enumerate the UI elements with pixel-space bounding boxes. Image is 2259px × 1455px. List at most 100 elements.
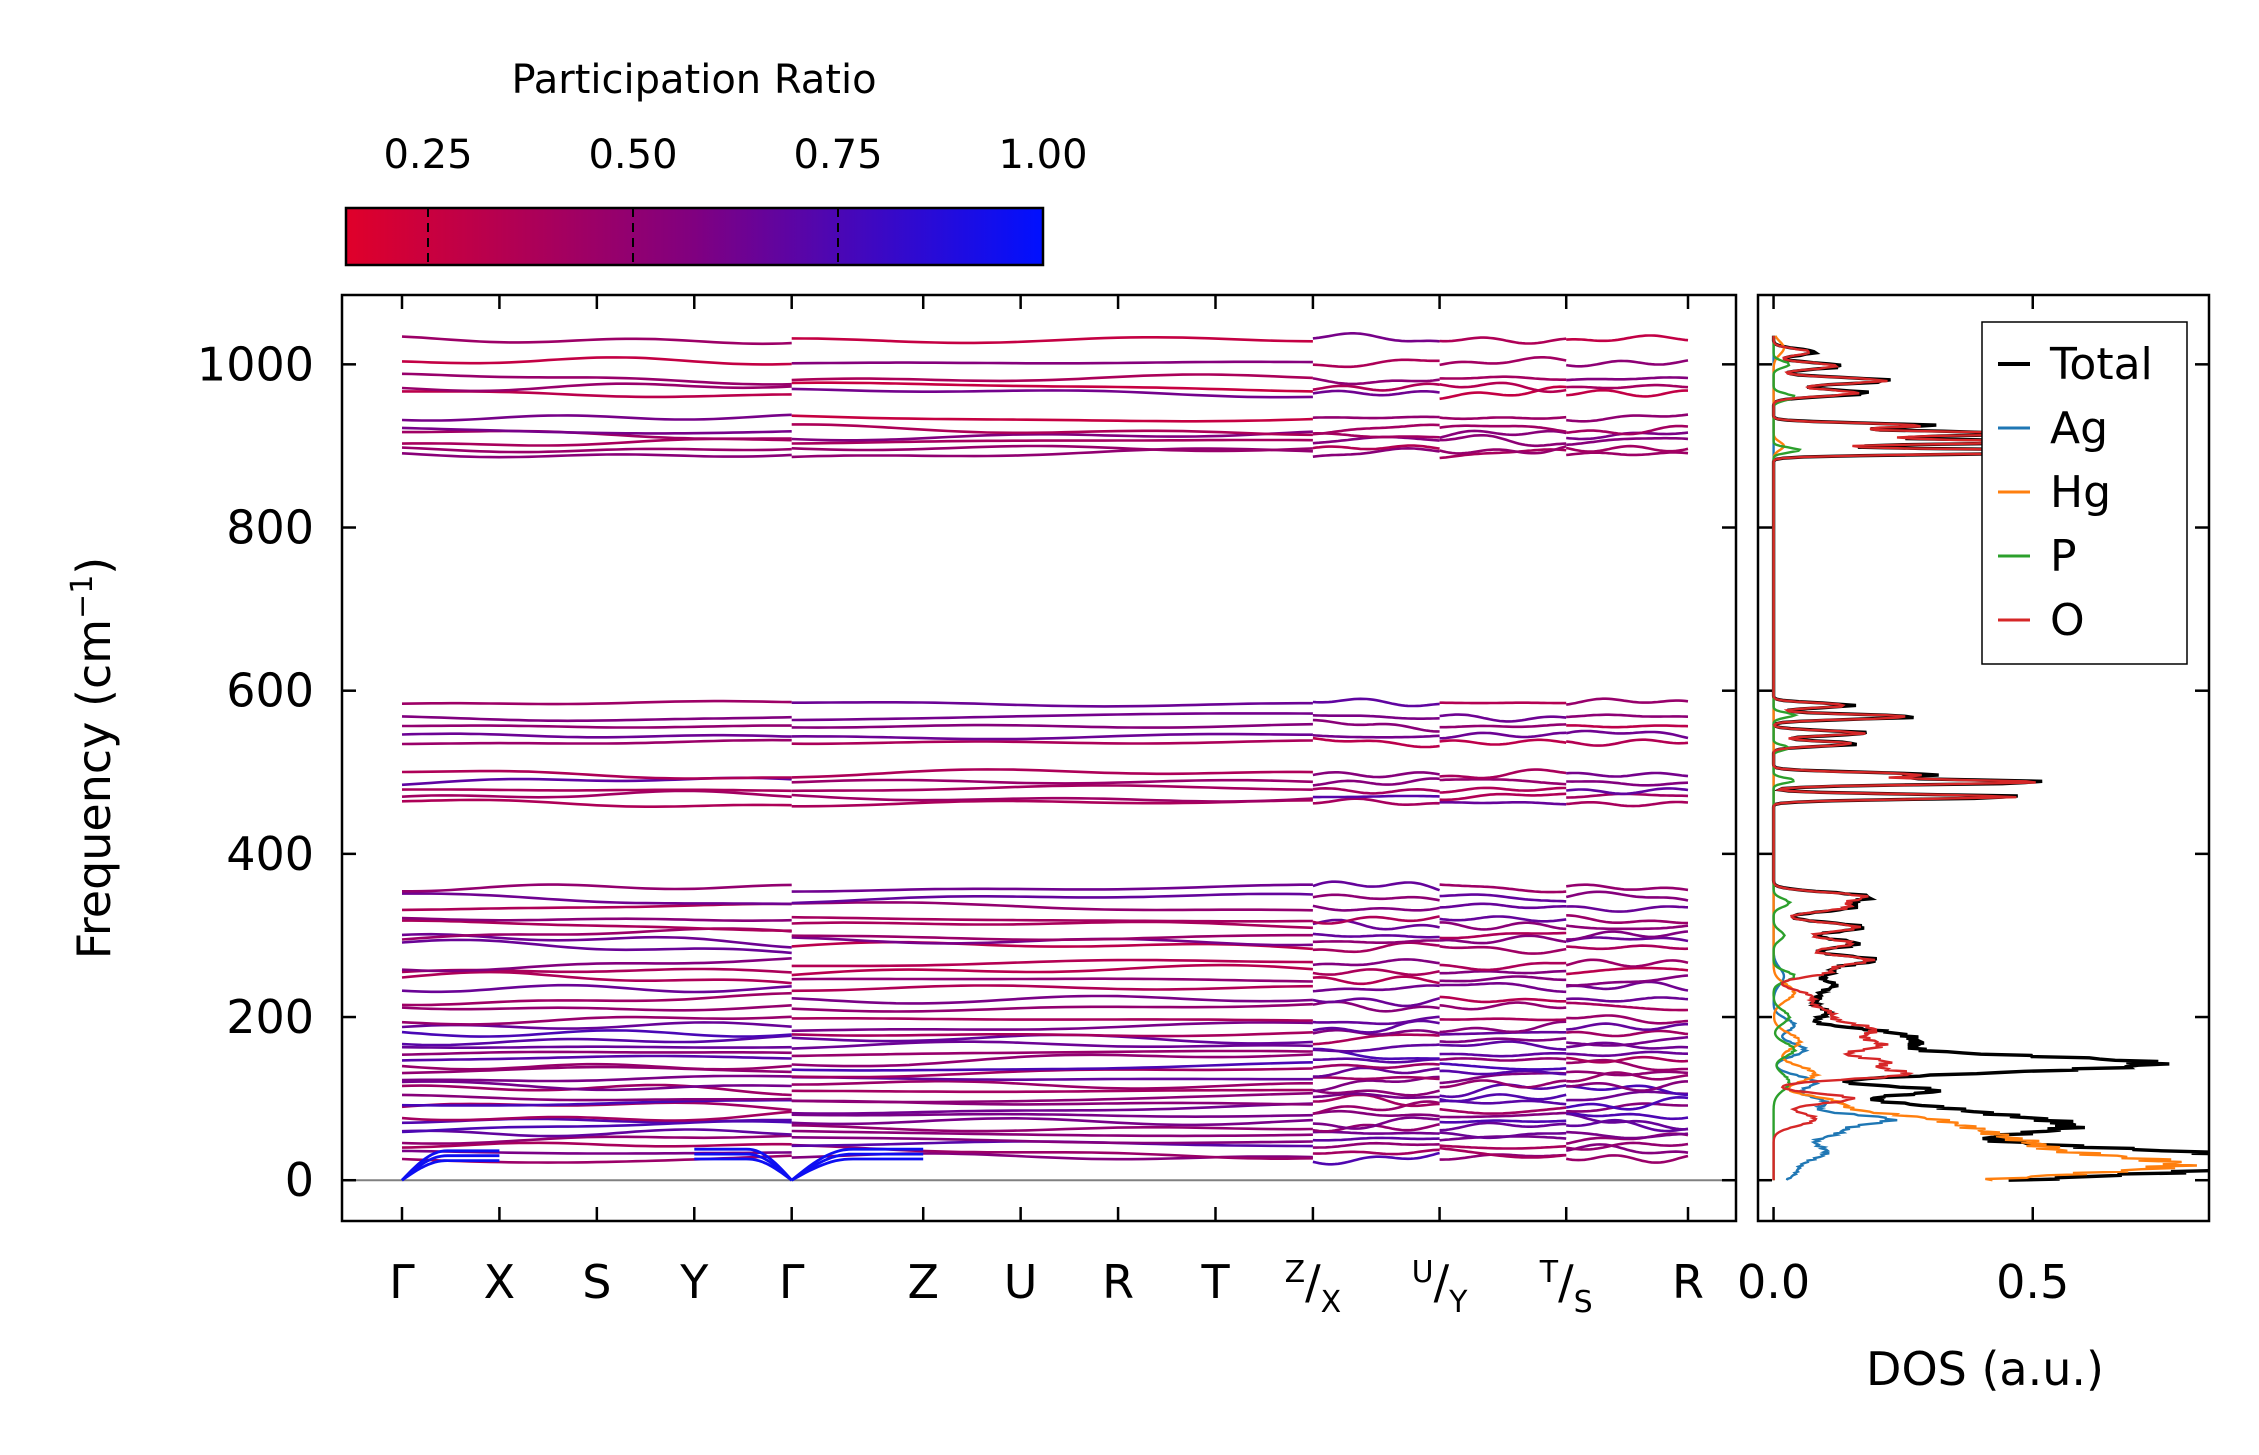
phonon-band-line [1439,975,1567,983]
phonon-band-line [1565,444,1689,453]
phonon-band-line [1312,958,1440,967]
y-axis-label: Frequency (cm−1) [65,557,121,960]
phonon-band-line [791,793,1313,803]
phonon-band-line [1312,1075,1440,1081]
phonon-bands [400,332,1689,1182]
y-tick-label: 400 [226,827,314,881]
phonon-band-line [791,701,1313,708]
phonon-band-line [1312,446,1440,458]
phonon-band-line [1439,336,1567,345]
phonon-band-line [1312,941,1440,954]
phonon-band-line [1566,924,1689,931]
phonon-band-line [791,387,1313,399]
phonon-band-line [1312,1043,1440,1053]
phonon-band-line [1312,984,1440,993]
phonon-band-line [791,732,1313,741]
phonon-band-line [791,768,1313,779]
phonon-band-line [1565,1111,1689,1121]
phonon-band-line [401,970,792,985]
k-point-label: Z [907,1255,939,1309]
phonon-band-line [401,789,792,799]
phonon-band-line [1312,1088,1440,1097]
phonon-band-line [1439,1106,1567,1115]
phonon-band-line [401,788,792,793]
acoustic-branch-line [694,1147,793,1182]
phonon-band-line [1439,445,1567,455]
phonon-band-line [1566,1102,1688,1113]
phonon-band-line [1439,713,1567,723]
phonon-band-line [401,1054,792,1062]
phonon-band-line [402,892,792,906]
phonon-band-line [1312,996,1440,1008]
phonon-band-line [1566,800,1689,808]
acoustic-branch-line [790,1152,924,1182]
phonon-band-line [402,390,792,399]
band-structure-ticks: 0 200 400 600 800 1000 Γ X S Y Γ Z U R T Z/X U/Y T/S R [197,295,1736,1320]
phonon-band-line [1312,697,1440,708]
y-axis-label-sup: −1 [65,575,100,619]
colorbar-tick-label: 0.50 [588,132,677,178]
phonon-band-line [1566,974,1689,987]
phonon-band-line [1565,958,1689,968]
phonon-band-line [1312,734,1440,739]
phonon-band-line [1566,1080,1688,1092]
phonon-band-line [791,712,1313,722]
k-point-label: U [1004,1255,1038,1309]
phonon-band-line [401,1083,792,1097]
phonon-band-line [791,1124,1313,1133]
phonon-band-line [791,722,1313,729]
phonon-band-line [791,1017,1313,1022]
phonon-band-line [791,892,1313,905]
band-structure-panel: 0 200 400 600 800 1000 Γ X S Y Γ Z U R T Z/X U/Y T/S R Fre… [65,293,1738,1320]
phonon-band-line [1312,1066,1440,1078]
phonon-band-line [1312,1136,1440,1142]
colorbar-tick-label: 0.75 [793,132,882,178]
phonon-band-line [1312,714,1440,720]
phonon-band-line [1439,1119,1567,1124]
phonon-band-line [791,1021,1313,1033]
phonon-band-line [1439,424,1567,433]
phonon-band-line [401,798,792,808]
phonon-band-line [791,360,1313,365]
phonon-band-line [1312,444,1440,451]
phonon-band-line [1439,1111,1567,1119]
phonon-band-line [401,938,792,955]
phonon-band-line [1566,1095,1689,1111]
phonon-band-line [1312,1093,1440,1108]
phonon-band-line [1312,1116,1440,1130]
phonon-band-line [1439,434,1567,448]
phonon-band-line [791,739,1313,746]
phonon-band-line [1566,376,1689,382]
phonon-band-line [1312,904,1440,912]
legend-label-hg: Hg [2050,467,2111,518]
phonon-band-line [1566,1022,1688,1031]
colorbar-ticks: 0.25 0.50 0.75 1.00 [383,132,1088,265]
k-point-label: Γ [779,1255,805,1309]
phonon-band-line [401,732,792,739]
phonon-band-line [1439,969,1567,975]
phonon-band-line [401,1029,792,1038]
phonon-band-line [1312,1033,1440,1046]
phonon-band-line [401,991,792,1007]
phonon-band-line [1566,424,1689,436]
phonon-band-line [1439,1069,1567,1076]
phonon-band-line [1566,334,1689,343]
phonon-band-line [1439,356,1567,367]
phonon-band-line [1565,1154,1689,1164]
dos-legend: Total Ag Hg PO [1981,321,2188,665]
phonon-band-line [401,902,792,912]
acoustic-branch-line [401,1159,500,1182]
phonon-band-line [401,699,792,706]
phonon-band-line [1312,1148,1440,1156]
phonon-band-line [1566,451,1689,457]
phonon-band-line [1566,388,1688,398]
phonon-band-line [1439,982,1567,994]
phonon-band-line [1312,932,1440,939]
phonon-band-line [1439,1052,1567,1058]
k-point-label: R [1102,1255,1134,1309]
phonon-band-line [791,778,1313,785]
phonon-band-line [1566,883,1689,892]
phonon-band-line [1312,1028,1440,1036]
phonon-band-line [1439,1071,1567,1085]
phonon-band-line [1439,1001,1567,1011]
